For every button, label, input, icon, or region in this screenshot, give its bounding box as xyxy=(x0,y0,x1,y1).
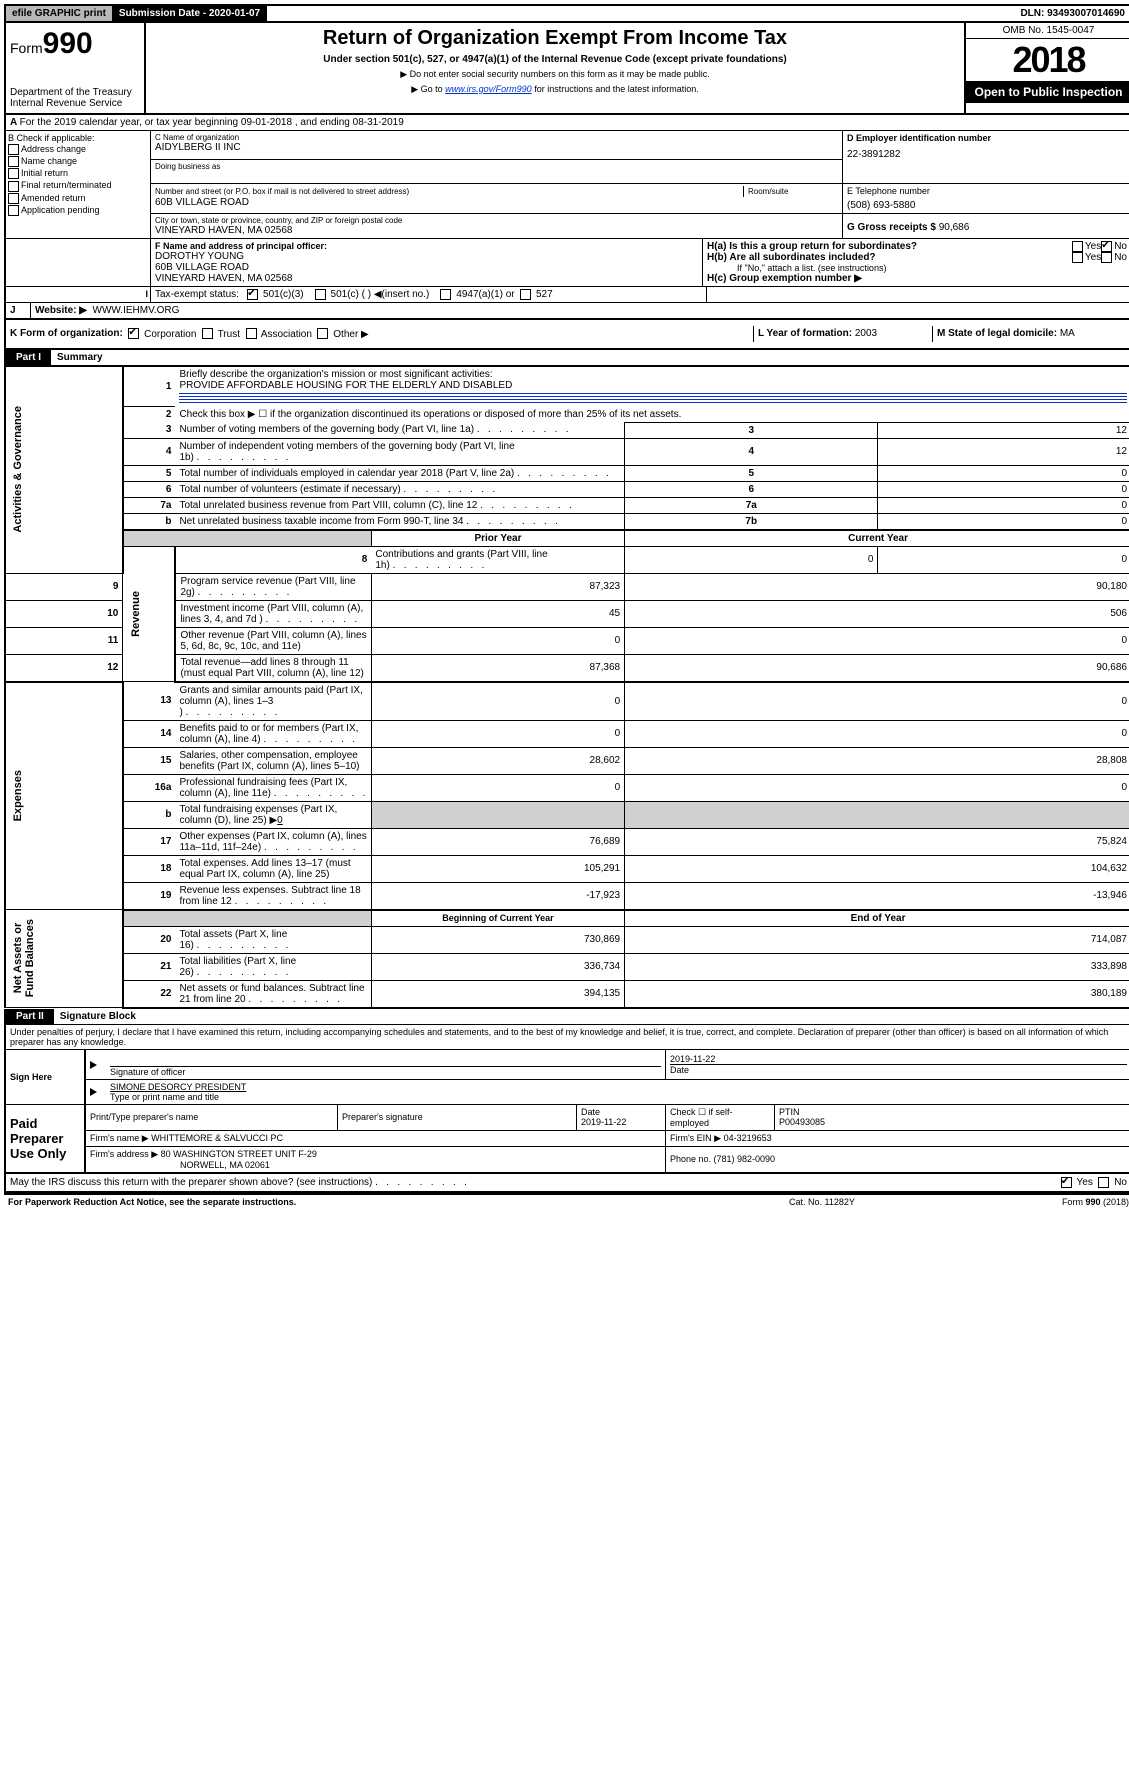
top-bar: efile GRAPHIC print Submission Date - 20… xyxy=(4,4,1129,23)
mission-text: PROVIDE AFFORDABLE HOUSING FOR THE ELDER… xyxy=(179,380,512,391)
val-7b: 0 xyxy=(878,513,1129,530)
city-cell: City or town, state or province, country… xyxy=(151,214,843,238)
summary-table: Activities & Governance 1 Briefly descri… xyxy=(4,366,1129,1009)
vlabel-net-assets: Net Assets or Fund Balances xyxy=(10,915,38,1001)
section-h: H(a) Is this a group return for subordin… xyxy=(703,239,1129,286)
tax-exempt-status: I Tax-exempt status: 501(c)(3) 501(c) ( … xyxy=(4,287,1129,303)
dept-treasury: Department of the Treasury Internal Reve… xyxy=(10,87,140,109)
vlabel-governance: Activities & Governance xyxy=(10,402,26,537)
ein-value: 22-3891282 xyxy=(847,149,1127,160)
firm-name: WHITTEMORE & SALVUCCI PC xyxy=(151,1133,283,1143)
phone-value: (508) 693-5880 xyxy=(847,200,1127,211)
val-7a: 0 xyxy=(878,497,1129,513)
org-name-cell: C Name of organization AIDYLBERG II INC … xyxy=(151,131,843,183)
check-name-change[interactable]: Name change xyxy=(8,156,148,167)
header-mid: Return of Organization Exempt From Incom… xyxy=(146,23,966,113)
name-arrow-icon xyxy=(90,1088,97,1096)
check-other[interactable]: Other ▶ xyxy=(317,329,368,340)
sign-here-label: Sign Here xyxy=(5,1049,85,1104)
tax-year: 2018 xyxy=(966,39,1129,81)
form-subtitle-3: ▶ Go to www.irs.gov/Form990 for instruct… xyxy=(150,84,960,95)
paid-preparer-label: Paid Preparer Use Only xyxy=(5,1104,85,1173)
website-value: WWW.IEHMV.ORG xyxy=(93,305,180,316)
officer-name: SIMONE DESORCY PRESIDENT xyxy=(110,1082,1127,1092)
check-address-change[interactable]: Address change xyxy=(8,144,148,155)
section-b-checkboxes: B Check if applicable: Address change Na… xyxy=(6,131,151,238)
form-header: Form990 Department of the Treasury Inter… xyxy=(4,23,1129,115)
firm-address: 80 WASHINGTON STREET UNIT F-29 xyxy=(161,1149,317,1159)
org-name: AIDYLBERG II INC xyxy=(155,142,838,153)
state-domicile: M State of legal domicile: MA xyxy=(933,326,1129,341)
check-4947[interactable]: 4947(a)(1) or xyxy=(440,289,514,300)
year-formation: L Year of formation: 2003 xyxy=(754,326,933,341)
discuss-yes[interactable]: Yes xyxy=(1061,1177,1093,1188)
part-2-header: Part II Signature Block xyxy=(4,1009,1129,1025)
perjury-statement: Under penalties of perjury, I declare th… xyxy=(4,1025,1129,1049)
check-self-employed[interactable]: Check ☐ if self-employed xyxy=(665,1104,774,1130)
check-501c[interactable]: 501(c) ( ) ◀(insert no.) xyxy=(315,289,430,300)
val-6: 0 xyxy=(878,481,1129,497)
phone-cell: E Telephone number (508) 693-5880 xyxy=(843,184,1129,213)
check-527[interactable]: 527 xyxy=(520,289,552,300)
ptin-value: P00493085 xyxy=(779,1117,825,1127)
address-cell: Number and street (or P.O. box if mail i… xyxy=(151,184,843,213)
omb-number: OMB No. 1545-0047 xyxy=(966,23,1129,39)
discuss-no[interactable]: No xyxy=(1098,1177,1127,1188)
form-subtitle-2: ▶ Do not enter social security numbers o… xyxy=(150,69,960,80)
street-address: 60B VILLAGE ROAD xyxy=(155,197,838,208)
header-right: OMB No. 1545-0047 2018 Open to Public In… xyxy=(966,23,1129,113)
val-3: 12 xyxy=(878,422,1129,438)
firm-phone: (781) 982-0090 xyxy=(714,1154,776,1164)
city-state-zip: VINEYARD HAVEN, MA 02568 xyxy=(155,225,838,236)
gross-receipts: G Gross receipts $ 90,686 xyxy=(843,214,1129,238)
vlabel-revenue: Revenue xyxy=(128,587,144,641)
ein-cell: D Employer identification number 22-3891… xyxy=(843,131,1129,183)
signature-arrow-icon xyxy=(90,1061,97,1069)
hb-no[interactable]: No xyxy=(1101,252,1127,263)
form-title: Return of Organization Exempt From Incom… xyxy=(150,27,960,50)
discuss-row: May the IRS discuss this return with the… xyxy=(4,1174,1129,1193)
check-application-pending[interactable]: Application pending xyxy=(8,205,148,216)
val-4: 12 xyxy=(878,438,1129,465)
klm-row: K Form of organization: Corporation Trus… xyxy=(4,320,1129,349)
line-a-tax-year: A For the 2019 calendar year, or tax yea… xyxy=(4,115,1129,131)
ha-yes[interactable]: Yes xyxy=(1072,241,1101,252)
header-left: Form990 Department of the Treasury Inter… xyxy=(6,23,146,113)
check-amended-return[interactable]: Amended return xyxy=(8,193,148,204)
check-corporation[interactable]: Corporation xyxy=(128,329,196,340)
irs-link[interactable]: www.irs.gov/Form990 xyxy=(445,84,532,94)
form-subtitle-1: Under section 501(c), 527, or 4947(a)(1)… xyxy=(150,54,960,65)
footer: For Paperwork Reduction Act Notice, see … xyxy=(4,1193,1129,1209)
vlabel-expenses: Expenses xyxy=(10,766,26,825)
ha-no[interactable]: No xyxy=(1101,241,1127,252)
check-final-return[interactable]: Final return/terminated xyxy=(8,180,148,191)
efile-label[interactable]: efile GRAPHIC print xyxy=(6,6,113,21)
check-501c3[interactable]: 501(c)(3) xyxy=(247,289,303,300)
val-5: 0 xyxy=(878,465,1129,481)
signature-table: Sign Here Signature of officer 2019-11-2… xyxy=(4,1049,1129,1174)
check-trust[interactable]: Trust xyxy=(202,329,240,340)
dln: DLN: 93493007014690 xyxy=(1014,6,1129,21)
open-to-public: Open to Public Inspection xyxy=(966,81,1129,103)
website-row: J Website: ▶ WWW.IEHMV.ORG xyxy=(4,303,1129,320)
check-initial-return[interactable]: Initial return xyxy=(8,168,148,179)
check-association[interactable]: Association xyxy=(246,329,312,340)
hb-yes[interactable]: Yes xyxy=(1072,252,1101,263)
firm-ein: 04-3219653 xyxy=(724,1133,772,1143)
form-number: Form990 xyxy=(10,27,140,61)
principal-officer: F Name and address of principal officer:… xyxy=(151,239,703,286)
part-1-header: Part I Summary xyxy=(4,350,1129,366)
submission-date: Submission Date - 2020-01-07 xyxy=(113,6,267,21)
